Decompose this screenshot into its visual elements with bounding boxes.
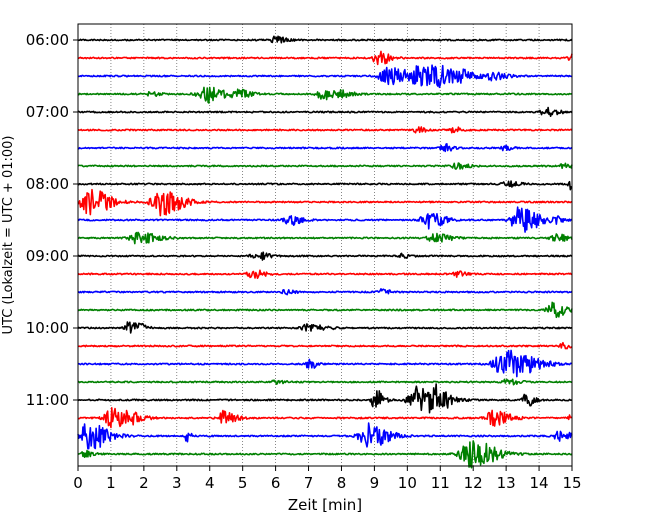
x-tick-label: 12: [464, 474, 483, 492]
x-tick-label: 6: [271, 474, 281, 492]
x-tick-label: 1: [106, 474, 116, 492]
trace-0945: [77, 301, 573, 319]
trace-1100: [77, 383, 573, 414]
trace-0615: [77, 50, 573, 66]
y-tick-label: 10:00: [26, 319, 69, 337]
trace-0830: [77, 206, 573, 233]
trace-layer: [77, 35, 573, 469]
trace-0645: [77, 86, 573, 104]
trace-0815: [77, 188, 573, 217]
trace-1145: [77, 440, 573, 469]
trace-0900: [77, 251, 573, 261]
trace-1000: [77, 321, 573, 334]
x-tick-label: 13: [497, 474, 516, 492]
y-tick-label: 09:00: [26, 247, 69, 265]
trace-0745: [77, 162, 573, 170]
tick-layer: 0 1 2 3 4 5 6 7 8 9 10 11 12 13 14 1506:0007:0008:0009:…: [26, 31, 582, 492]
trace-0700: [77, 106, 573, 118]
trace-1015: [77, 341, 573, 350]
trace-0715: [77, 126, 573, 134]
x-tick-label: 15: [562, 474, 581, 492]
y-tick-label: 08:00: [26, 175, 69, 193]
x-tick-label: 4: [205, 474, 215, 492]
trace-0930: [77, 288, 573, 296]
x-tick-label: 7: [304, 474, 314, 492]
x-tick-label: 2: [139, 474, 149, 492]
x-tick-label: 11: [431, 474, 450, 492]
trace-0845: [77, 231, 573, 245]
x-tick-label: 14: [530, 474, 549, 492]
x-axis-label: Zeit [min]: [288, 496, 362, 514]
y-tick-label: 06:00: [26, 31, 69, 49]
y-axis-label: UTC (Lokalzeit = UTC + 01:00): [1, 136, 16, 335]
x-tick-label: 10: [398, 474, 417, 492]
trace-1030: [77, 349, 573, 378]
trace-1115: [77, 406, 573, 429]
y-tick-label: 07:00: [26, 103, 69, 121]
x-tick-label: 9: [370, 474, 380, 492]
x-tick-label: 5: [238, 474, 248, 492]
trace-1130: [77, 422, 573, 450]
plot-frame: [77, 23, 573, 467]
trace-0630: [77, 64, 573, 89]
x-tick-label: 3: [172, 474, 182, 492]
x-tick-label: 0: [73, 474, 83, 492]
x-tick-label: 8: [337, 474, 347, 492]
y-tick-label: 11:00: [26, 391, 69, 409]
trace-0915: [77, 269, 573, 280]
trace-1045: [77, 378, 573, 386]
trace-0600: [77, 35, 573, 44]
trace-0730: [77, 142, 573, 153]
trace-0800: [77, 180, 573, 191]
